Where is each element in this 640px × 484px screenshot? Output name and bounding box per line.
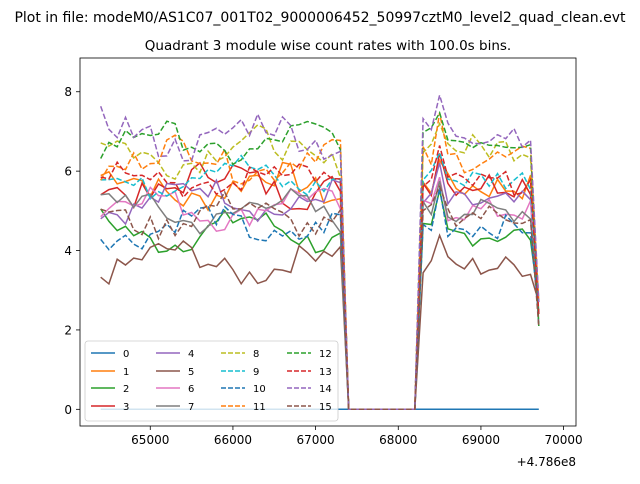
legend-box [84,340,339,422]
series-line-4 [100,162,540,411]
legend-label-4: 4 [188,349,194,360]
x-tick-label: 68000 [379,433,417,447]
legend-label-8: 8 [253,349,259,360]
legend-label-3: 3 [123,402,129,413]
legend-label-7: 7 [188,402,194,413]
series-line-2 [100,190,540,411]
legend-label-2: 2 [123,384,129,395]
legend-label-1: 1 [123,367,129,378]
series-line-5 [100,233,540,411]
x-tick-label: 67000 [297,433,335,447]
legend-label-13: 13 [319,367,332,378]
y-tick-label: 4 [64,244,72,258]
axes-frame [79,57,577,427]
series-line-14 [99,92,540,411]
legend-label-9: 9 [253,367,259,378]
x-offset-text: +4.786e8 [517,455,576,469]
legend-label-11: 11 [253,402,266,413]
legend-label-14: 14 [319,384,332,395]
x-tick-label: 65000 [131,433,169,447]
figure-suptitle: Plot in file: modeM0/AS1C07_001T02_90000… [14,10,626,26]
legend-label-15: 15 [319,402,332,413]
chart-title: Quadrant 3 module wise count rates with … [145,38,511,54]
legend-label-12: 12 [319,349,332,360]
legend-label-10: 10 [253,384,266,395]
series-line-7 [100,180,540,411]
y-tick-label: 2 [64,323,72,337]
x-tick-label: 70000 [545,433,583,447]
legend-label-5: 5 [188,367,194,378]
ticks-layer: 65000 66000 67000 68000 69000 70000 0 2 4 6 8 [64,85,582,447]
series-line-15 [100,184,540,411]
series-line-8 [100,121,540,411]
series-line-11 [100,112,540,411]
x-tick-label: 66000 [214,433,252,447]
y-tick-label: 8 [64,85,72,99]
y-tick-label: 6 [64,165,72,179]
legend-label-6: 6 [188,384,194,395]
plot-layer [99,92,540,411]
legend-label-0: 0 [123,349,129,360]
x-tick-label: 69000 [462,433,500,447]
y-tick-label: 0 [64,403,72,417]
series-line-13 [100,145,540,411]
